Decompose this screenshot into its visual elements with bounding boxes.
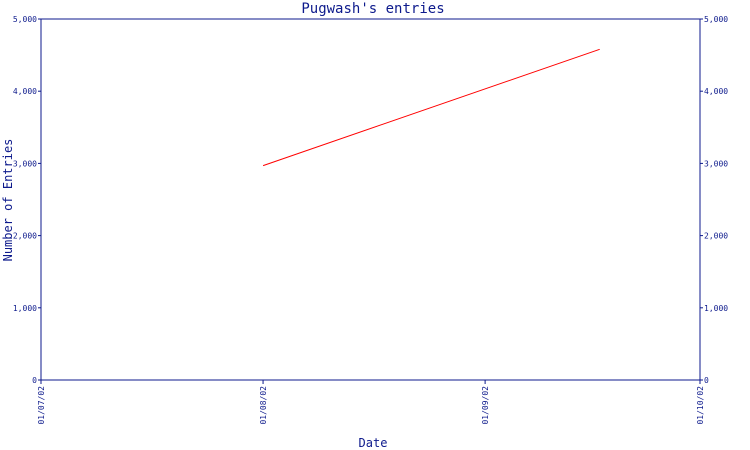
y-tick-label-right: 0 — [704, 376, 709, 385]
y-tick-label-right: 1,000 — [704, 304, 728, 313]
y-axis-title: Number of Entries — [1, 139, 15, 262]
series-layer — [262, 48, 600, 167]
y-tick-label-left: 3,000 — [13, 159, 37, 168]
x-tick-label: 01/08/02 — [259, 386, 268, 425]
y-axis-left: 0 1,000 2,000 3,000 4,000 5,000 — [13, 15, 41, 385]
y-tick-label-right: 5,000 — [704, 15, 728, 24]
y-tick-label-left: 1,000 — [13, 304, 37, 313]
series-line — [262, 48, 600, 167]
chart-title: Pugwash's entries — [301, 1, 444, 17]
y-tick-label-left: 5,000 — [13, 15, 37, 24]
y-tick-label-right: 2,000 — [704, 232, 728, 241]
x-axis: 01/07/02 01/08/02 01/09/02 01/10/02 — [37, 380, 705, 425]
y-tick-label-right: 4,000 — [704, 87, 728, 96]
x-axis-title: Date — [359, 436, 388, 450]
y-tick-label-left: 2,000 — [13, 232, 37, 241]
plot-area — [40, 18, 701, 381]
y-axis-right: 0 1,000 2,000 3,000 4,000 5,000 — [700, 15, 728, 385]
x-tick-label: 01/10/02 — [696, 386, 705, 425]
y-tick-label-right: 3,000 — [704, 159, 728, 168]
x-tick-label: 01/09/02 — [481, 386, 490, 425]
y-tick-label-left: 4,000 — [13, 87, 37, 96]
x-tick-label: 01/07/02 — [37, 386, 46, 425]
y-tick-label-left: 0 — [32, 376, 37, 385]
